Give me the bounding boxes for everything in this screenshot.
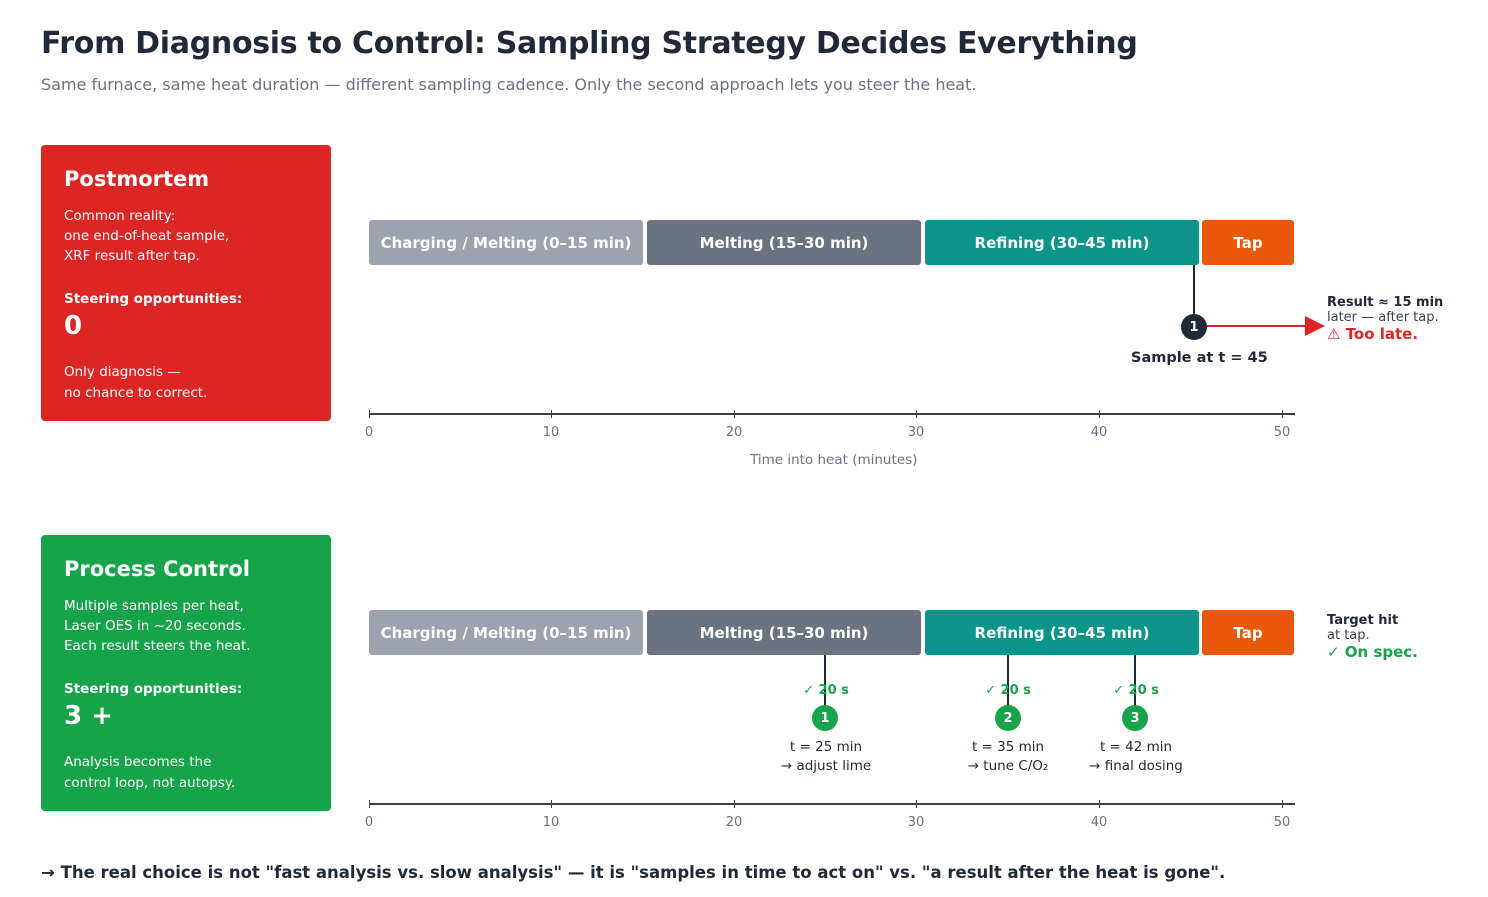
arrow-head-icon	[1305, 316, 1325, 336]
axis-title: Time into heat (minutes)	[750, 452, 918, 468]
footer-takeaway: → The real choice is not "fast analysis …	[41, 863, 1226, 882]
sample-connector	[824, 655, 826, 705]
time-axis	[369, 413, 1295, 415]
process-control-foot-line: Analysis becomes the	[64, 754, 212, 770]
process-control-result-note: Target hit at tap. ✓ On spec.	[1327, 613, 1418, 661]
page-title: From Diagnosis to Control: Sampling Stra…	[41, 26, 1138, 61]
sample-connector	[1193, 265, 1195, 315]
sample-label: Sample at t = 45	[1131, 350, 1268, 366]
sample-step: t = 42 min → final dosing	[1089, 738, 1183, 776]
axis-tick	[369, 800, 370, 808]
sample-action: → final dosing	[1089, 758, 1183, 774]
target-note-text: at tap.	[1327, 628, 1370, 643]
axis-tick	[734, 800, 735, 808]
process-control-line: Each result steers the heat.	[64, 638, 251, 654]
axis-tick	[1282, 800, 1283, 808]
postmortem-line: one end-of-heat sample,	[64, 228, 230, 244]
sample-action: → tune C/O₂	[967, 758, 1049, 774]
sample-check: ✓ 20 s	[985, 683, 1031, 698]
sample-marker: 2	[995, 705, 1021, 731]
process-control-line: Laser OES in ~20 seconds.	[64, 618, 246, 634]
axis-tick	[369, 410, 370, 418]
postmortem-footnote: Only diagnosis — no chance to correct.	[64, 362, 207, 404]
postmortem-description: Common reality: one end-of-heat sample, …	[64, 206, 229, 266]
axis-tick-label: 30	[907, 815, 925, 830]
sample-step: t = 35 min → tune C/O₂	[968, 738, 1049, 776]
postmortem-line: Common reality:	[64, 208, 176, 224]
result-note-bold: Result ≈ 15 min	[1327, 295, 1444, 310]
too-late-warning: ⚠ Too late.	[1327, 325, 1419, 343]
phase-tap: Tap	[1202, 610, 1294, 655]
axis-tick	[551, 800, 552, 808]
axis-tick	[734, 410, 735, 418]
axis-tick-label: 30	[907, 425, 925, 440]
sample-marker: 3	[1122, 705, 1148, 731]
axis-tick-label: 10	[542, 425, 560, 440]
axis-tick	[1099, 800, 1100, 808]
process-control-line: Multiple samples per heat,	[64, 598, 244, 614]
axis-tick	[551, 410, 552, 418]
phase-refining: Refining (30–45 min)	[925, 220, 1199, 265]
sample-time: t = 42 min	[1099, 739, 1173, 755]
process-control-foot-line: control loop, not autopsy.	[64, 775, 236, 791]
phase-melting: Melting (15–30 min)	[647, 610, 921, 655]
postmortem-foot-line: no chance to correct.	[64, 385, 208, 401]
process-control-steering-label: Steering opportunities:	[64, 681, 243, 697]
sample-time: t = 35 min	[971, 739, 1045, 755]
postmortem-title: Postmortem	[64, 167, 210, 191]
page-subtitle: Same furnace, same heat duration — diffe…	[41, 75, 977, 94]
axis-tick	[1282, 410, 1283, 418]
axis-tick-label: 20	[725, 815, 743, 830]
result-note-text: later — after tap.	[1327, 310, 1439, 325]
time-axis	[369, 803, 1295, 805]
postmortem-steering-label: Steering opportunities:	[64, 291, 243, 307]
sample-marker: 1	[1181, 314, 1207, 340]
process-control-steering-value: 3 +	[64, 701, 113, 731]
sample-action: → adjust lime	[780, 758, 872, 774]
on-spec-status: ✓ On spec.	[1327, 643, 1418, 661]
target-note-bold: Target hit	[1327, 613, 1399, 628]
process-control-footnote: Analysis becomes the control loop, not a…	[64, 752, 235, 794]
sample-step: t = 25 min → adjust lime	[781, 738, 871, 776]
process-control-title: Process Control	[64, 557, 250, 581]
result-delay-arrow	[1207, 325, 1307, 327]
axis-tick-label: 40	[1090, 815, 1108, 830]
axis-tick-label: 0	[364, 815, 374, 830]
postmortem-result-note: Result ≈ 15 min later — after tap. ⚠ Too…	[1327, 295, 1443, 343]
axis-tick-label: 0	[364, 425, 374, 440]
phase-melting: Melting (15–30 min)	[647, 220, 921, 265]
phase-refining: Refining (30–45 min)	[925, 610, 1199, 655]
process-control-card: Process Control Multiple samples per hea…	[41, 535, 331, 811]
axis-tick	[1099, 410, 1100, 418]
axis-tick-label: 40	[1090, 425, 1108, 440]
postmortem-card: Postmortem Common reality: one end-of-he…	[41, 145, 331, 421]
sample-time: t = 25 min	[789, 739, 863, 755]
axis-tick	[916, 410, 917, 418]
sample-check: ✓ 20 s	[1113, 683, 1159, 698]
phase-tap: Tap	[1202, 220, 1294, 265]
sample-marker: 1	[812, 705, 838, 731]
postmortem-line: XRF result after tap.	[64, 248, 200, 264]
axis-tick-label: 20	[725, 425, 743, 440]
phase-charging: Charging / Melting (0–15 min)	[369, 610, 643, 655]
postmortem-steering-value: 0	[64, 311, 83, 341]
axis-tick	[916, 800, 917, 808]
axis-tick-label: 50	[1273, 425, 1291, 440]
sample-connector	[1134, 655, 1136, 705]
phase-charging: Charging / Melting (0–15 min)	[369, 220, 643, 265]
axis-tick-label: 10	[542, 815, 560, 830]
postmortem-foot-line: Only diagnosis —	[64, 364, 181, 380]
sample-connector	[1007, 655, 1009, 705]
process-control-description: Multiple samples per heat, Laser OES in …	[64, 596, 251, 656]
sample-check: ✓ 20 s	[803, 683, 849, 698]
axis-tick-label: 50	[1273, 815, 1291, 830]
